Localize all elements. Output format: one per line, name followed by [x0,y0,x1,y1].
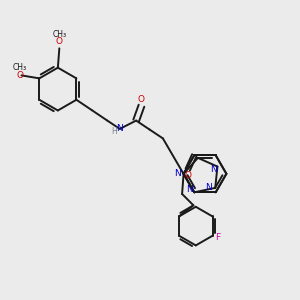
Text: N: N [205,183,212,192]
Text: N: N [210,165,217,174]
Text: H: H [111,127,117,136]
Text: N: N [186,185,193,194]
Text: O: O [16,71,23,80]
Text: N: N [116,124,123,134]
Text: O: O [138,95,145,104]
Text: O: O [184,171,191,180]
Text: CH₃: CH₃ [13,63,27,72]
Text: F: F [215,233,220,242]
Text: O: O [56,37,63,46]
Text: CH₃: CH₃ [52,30,66,39]
Text: N: N [174,169,181,178]
